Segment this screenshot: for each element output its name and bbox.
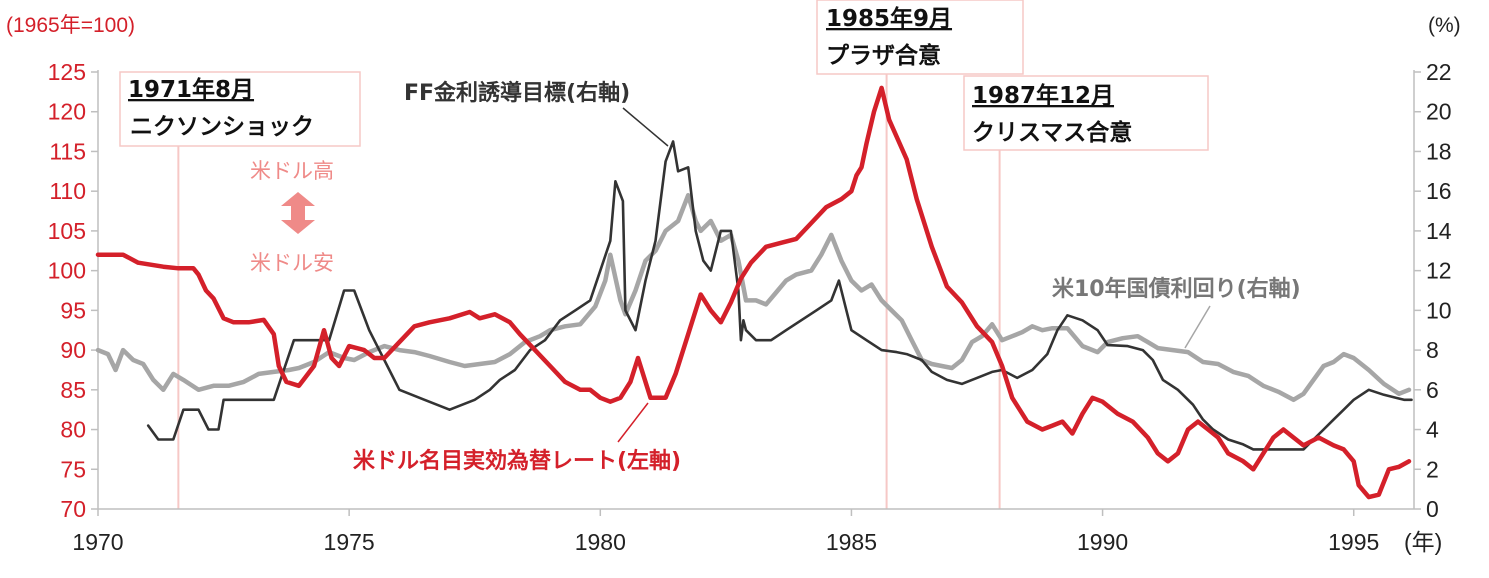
right-tick-label: 22 bbox=[1426, 59, 1452, 85]
right-tick-label: 18 bbox=[1426, 138, 1452, 164]
left-tick-label: 115 bbox=[49, 138, 86, 164]
annotation-box-0 bbox=[119, 71, 361, 147]
event-lines bbox=[177, 74, 1001, 509]
usd-series-label: 米ドル名目実効為替レート(左軸) bbox=[353, 448, 681, 474]
left-axis-unit: (1965年=100) bbox=[6, 14, 135, 37]
usd-label-leader bbox=[617, 402, 649, 443]
left-tick-label: 90 bbox=[60, 337, 86, 363]
annotation-plaza-date: 1985年9月 bbox=[826, 5, 952, 32]
left-tick-label: 95 bbox=[60, 297, 86, 323]
right-tick-label: 16 bbox=[1426, 178, 1452, 204]
annotation-nixon-text: ニクソンショック bbox=[130, 114, 314, 140]
ff-rate-line bbox=[146, 140, 1413, 451]
series-labels: FF金利誘導目標(右軸) 米10年国債利回り(右軸) 米ドル名目実効為替レート(… bbox=[353, 80, 1301, 474]
left-tick-label: 105 bbox=[48, 218, 86, 244]
right-tick-label: 8 bbox=[1426, 337, 1439, 363]
left-tick-label: 110 bbox=[49, 178, 86, 204]
usd-effective-rate-line bbox=[95, 85, 1412, 500]
right-tick-label: 12 bbox=[1426, 258, 1452, 284]
series-layer bbox=[95, 85, 1413, 500]
left-tick-label: 125 bbox=[48, 59, 86, 85]
double-arrow-icon bbox=[281, 192, 315, 234]
annotation-box-2 bbox=[963, 75, 1209, 151]
annotation-texts: 1971年8月 ニクソンショック 1985年9月 プラザ合意 1987年12月 … bbox=[128, 5, 1132, 146]
left-tick-label: 75 bbox=[60, 456, 86, 482]
left-tick-label: 70 bbox=[60, 496, 86, 522]
x-tick-label: 1985 bbox=[826, 529, 877, 555]
treasury-series-label: 米10年国債利回り(右軸) bbox=[1052, 276, 1301, 302]
annotation-christmas-text: クリスマス合意 bbox=[972, 119, 1132, 146]
axes: 70 75 80 85 90 95 100 105 110 115 120 125 0 2 4 6 8 10 12 1… bbox=[48, 59, 1452, 555]
x-tick-label: 1995 bbox=[1328, 529, 1379, 555]
right-axis-unit: (%) bbox=[1428, 14, 1461, 37]
left-tick-label: 120 bbox=[48, 99, 86, 125]
left-tick-label: 80 bbox=[60, 417, 86, 443]
right-tick-label: 2 bbox=[1426, 456, 1439, 482]
x-axis-unit: (年) bbox=[1404, 529, 1442, 555]
treasury-label-leader bbox=[1184, 305, 1211, 349]
x-tick-label: 1990 bbox=[1077, 529, 1128, 555]
right-tick-label: 0 bbox=[1426, 496, 1439, 522]
ff-label-leader bbox=[622, 107, 669, 147]
annotation-box-1 bbox=[816, 0, 1024, 75]
right-tick-label: 20 bbox=[1426, 99, 1452, 125]
direction-indicator: 米ドル高 米ドル安 bbox=[250, 159, 334, 275]
right-tick-label: 4 bbox=[1426, 417, 1439, 443]
left-tick-label: 85 bbox=[60, 377, 86, 403]
annotation-plaza-text: プラザ合意 bbox=[826, 42, 941, 69]
treasury-10y-line bbox=[95, 192, 1412, 403]
right-tick-label: 10 bbox=[1426, 297, 1452, 323]
x-tick-label: 1980 bbox=[575, 529, 626, 555]
annotation-nixon-date: 1971年8月 bbox=[128, 76, 254, 103]
x-tick-label: 1975 bbox=[324, 529, 375, 555]
usd-strong-label: 米ドル高 bbox=[250, 159, 334, 183]
annotation-christmas-date: 1987年12月 bbox=[972, 82, 1114, 109]
usd-weak-label: 米ドル安 bbox=[250, 251, 334, 275]
right-tick-label: 6 bbox=[1426, 377, 1439, 403]
right-tick-label: 14 bbox=[1426, 218, 1452, 244]
left-tick-label: 100 bbox=[48, 258, 86, 284]
x-tick-label: 1970 bbox=[72, 529, 123, 555]
ff-series-label: FF金利誘導目標(右軸) bbox=[404, 80, 630, 106]
annotation-boxes bbox=[119, 0, 1209, 151]
